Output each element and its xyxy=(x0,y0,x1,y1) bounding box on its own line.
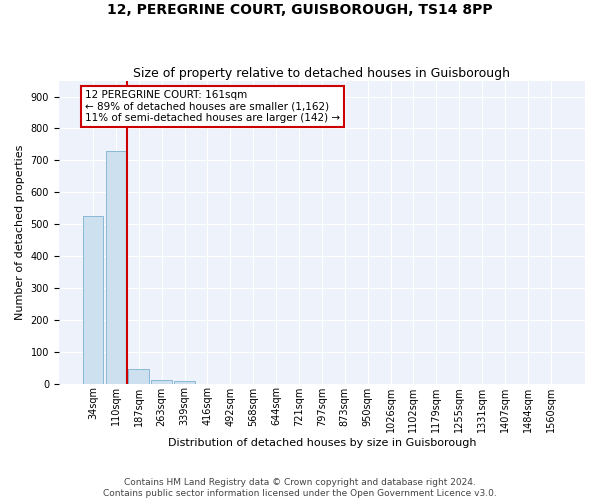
Bar xyxy=(128,368,149,384)
Text: 12, PEREGRINE COURT, GUISBOROUGH, TS14 8PP: 12, PEREGRINE COURT, GUISBOROUGH, TS14 8… xyxy=(107,2,493,16)
Text: Contains HM Land Registry data © Crown copyright and database right 2024.
Contai: Contains HM Land Registry data © Crown c… xyxy=(103,478,497,498)
Title: Size of property relative to detached houses in Guisborough: Size of property relative to detached ho… xyxy=(133,66,511,80)
Bar xyxy=(151,380,172,384)
Bar xyxy=(83,216,103,384)
X-axis label: Distribution of detached houses by size in Guisborough: Distribution of detached houses by size … xyxy=(167,438,476,448)
Bar xyxy=(106,152,126,384)
Bar xyxy=(174,382,195,384)
Text: 12 PEREGRINE COURT: 161sqm
← 89% of detached houses are smaller (1,162)
11% of s: 12 PEREGRINE COURT: 161sqm ← 89% of deta… xyxy=(85,90,340,123)
Y-axis label: Number of detached properties: Number of detached properties xyxy=(15,144,25,320)
